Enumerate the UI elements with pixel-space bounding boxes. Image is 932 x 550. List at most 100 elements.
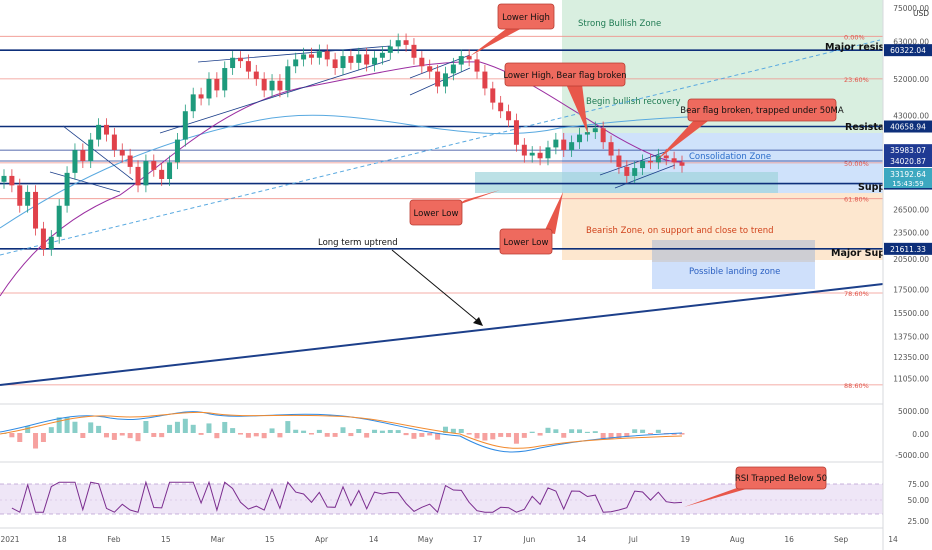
time-tick-label: 14 [888, 535, 898, 544]
callout-lower-low-1-text: Lower Low [414, 209, 459, 219]
zone-label-strong-bullish: Strong Bullish Zone [578, 19, 661, 29]
annotation-long-term-uptrend: Long term uptrend [318, 238, 398, 248]
level-name-resistance: Resistance [845, 122, 903, 133]
price-tick-label: 63000.00 [893, 38, 929, 47]
macd-bar [198, 433, 204, 435]
macd-bar [301, 430, 307, 433]
candle-body [1, 175, 7, 182]
candle-body [127, 155, 133, 167]
candle-body [332, 59, 338, 69]
candle-body [356, 54, 362, 63]
macd-bar [435, 433, 441, 440]
wedge-line-1 [197, 45, 391, 63]
time-tick-label: Apr [315, 535, 329, 544]
macd-bar [111, 433, 117, 440]
time-tick-label: Sep [834, 535, 848, 544]
candle-body [545, 147, 551, 159]
macd-bar [56, 417, 62, 433]
time-tick-label: Aug [730, 535, 745, 544]
macd-bar [135, 433, 141, 442]
macd-bar [25, 426, 31, 433]
macd-bar [356, 429, 362, 433]
macd-bar [427, 433, 433, 436]
macd-bar [364, 433, 370, 438]
candle-body [561, 139, 567, 151]
candle-body [143, 161, 149, 186]
macd-bar [174, 421, 180, 433]
bear-flag-line-3 [599, 151, 666, 176]
candle-body [521, 144, 527, 156]
macd-bar [379, 430, 385, 433]
price-level-tag [884, 120, 932, 133]
candle-body [608, 142, 614, 156]
macd-bar [103, 433, 109, 438]
price-level-tag-label: 40658.94 [890, 123, 926, 132]
candle-body [513, 120, 519, 145]
macd-bar [182, 418, 188, 433]
candle-body [285, 66, 291, 91]
price-tick-label: 43000.00 [893, 112, 929, 121]
candle-body [198, 94, 204, 99]
macd-bar [655, 429, 661, 433]
candle-body [151, 161, 157, 170]
candle-body [308, 54, 314, 58]
macd-bar [616, 433, 622, 439]
macd-bar [80, 433, 86, 438]
callout-lower-high: Lower High [470, 3, 555, 56]
macd-bar [600, 433, 606, 440]
time-tick-label: 14 [577, 535, 587, 544]
time-tick-label: 18 [57, 535, 67, 544]
candle-body [40, 228, 46, 249]
price-level-tag-label: 34020.87 [890, 157, 926, 166]
candle-body [364, 54, 370, 65]
candle-body [111, 134, 117, 151]
macd-tick-label: -5000.00 [895, 451, 929, 460]
candle-body [624, 166, 630, 176]
macd-bar [466, 433, 472, 435]
candle-body [529, 152, 535, 156]
time-tick-label: 15 [161, 535, 171, 544]
macd-pane [0, 411, 685, 453]
candle-body [159, 169, 165, 180]
macd-bar [482, 433, 488, 441]
macd-bar [395, 430, 401, 433]
callout-lower-high-bear-flag: Lower High, Bear flag broken [503, 62, 627, 134]
macd-bar [238, 433, 244, 435]
candle-body [277, 80, 283, 91]
price-level-tag-label: 21611.33 [890, 245, 926, 254]
time-tick-label: 2021 [0, 535, 19, 544]
macd-bar [119, 433, 125, 436]
candle-body [466, 56, 472, 60]
fib-label: 61.80% [844, 196, 869, 204]
macd-line [0, 411, 683, 453]
macd-bar [167, 424, 173, 433]
current-price-label: 33192.64 [890, 170, 926, 179]
candle-body [553, 139, 559, 148]
candle-body [324, 51, 330, 60]
callout-lower-low-2-text: Lower Low [504, 238, 549, 248]
rsi-line [11, 480, 683, 514]
callout-lower-high-text: Lower High [502, 13, 550, 23]
macd-bar [577, 429, 583, 433]
dashed-trend-line [0, 39, 881, 256]
callout-rsi-text: RSI Trapped Below 50 [735, 474, 827, 484]
macd-histogram [1, 417, 685, 449]
candle-body [569, 142, 575, 151]
macd-bar [324, 433, 330, 437]
candle-body [72, 150, 78, 173]
price-level-tags: 60322.0440658.9435983.0734020.8730275.90… [884, 44, 932, 255]
candle-body [442, 73, 448, 87]
candlesticks [1, 33, 685, 256]
flag-line-1 [62, 125, 134, 181]
macd-bar [33, 433, 39, 449]
time-tick-label: 17 [473, 535, 483, 544]
time-tick-label: Mar [211, 535, 226, 544]
level-name-major-resistance: Major resistance [825, 42, 914, 53]
candle-body [230, 57, 236, 69]
price-tick-label: 20500.00 [893, 255, 929, 264]
macd-bar [190, 424, 196, 433]
candle-body [222, 68, 228, 91]
ma-200-line [0, 114, 731, 229]
macd-bar [521, 433, 527, 438]
candle-body [474, 59, 480, 72]
